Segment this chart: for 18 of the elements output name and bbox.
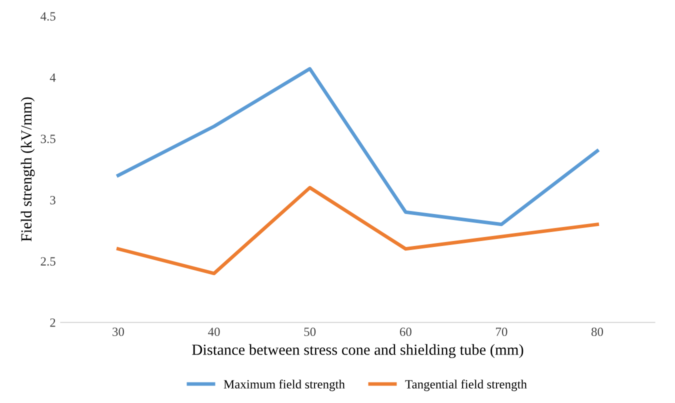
y-axis-title: Field strength (kV/mm)	[20, 97, 35, 242]
y-tick-label: 4.5	[40, 12, 56, 21]
y-tick-label: 2	[50, 318, 56, 327]
y-tick-label: 4	[50, 73, 56, 82]
x-tick-label: 30	[112, 328, 124, 336]
x-tick-label: 70	[496, 328, 508, 336]
legend-label: Maximum field strength	[224, 380, 345, 392]
x-tick-label: 80	[591, 328, 604, 336]
line-series	[116, 186, 599, 276]
y-tick-label: 3.5	[40, 134, 56, 144]
x-tick-label: 50	[304, 328, 316, 336]
x-tick-label: 60	[400, 328, 412, 336]
line-series	[116, 67, 599, 226]
legend-label: Tangential field strength	[405, 380, 527, 392]
x-tick-label: 40	[208, 328, 220, 336]
y-tick-label: 2.5	[40, 257, 56, 266]
x-axis-title: Distance between stress cone and shielding tube (mm)	[192, 344, 524, 358]
y-tick-label: 3	[50, 196, 56, 204]
